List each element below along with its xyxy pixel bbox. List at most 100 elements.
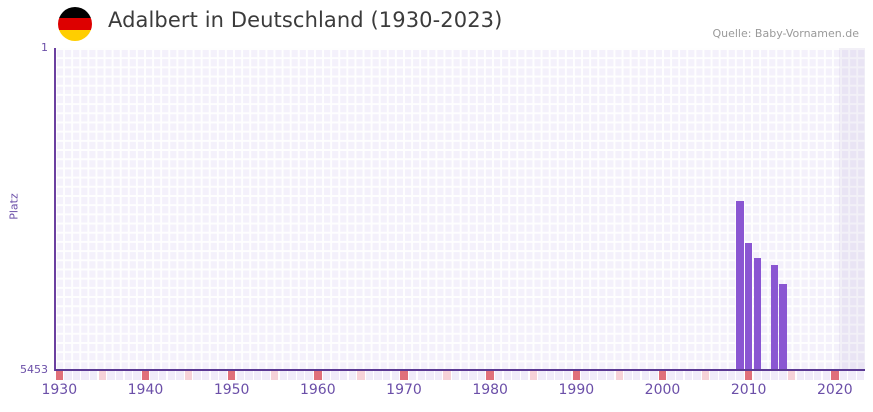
x-tick-1949	[219, 371, 227, 380]
x-tick-1978	[469, 371, 477, 380]
x-axis-label-1990: 1990	[558, 382, 595, 398]
x-tick-1943	[167, 371, 176, 380]
bar-2013[interactable]	[770, 265, 779, 370]
x-tick-1964	[348, 371, 356, 380]
x-axis-tick-marks	[55, 371, 865, 380]
x-tick-1991	[581, 371, 589, 380]
x-tick-1985	[529, 371, 537, 380]
x-tick-1993	[598, 371, 606, 380]
x-axis-label-2000: 2000	[644, 382, 681, 398]
x-tick-2011	[753, 371, 761, 380]
x-axis-label-1930: 1930	[41, 382, 78, 398]
x-tick-1981	[495, 371, 503, 380]
x-tick-1955	[271, 371, 279, 380]
x-tick-1934	[90, 371, 98, 380]
x-axis-label-1950: 1950	[213, 382, 250, 398]
x-tick-1932	[72, 371, 81, 380]
x-axis-label-2020: 2020	[817, 382, 853, 398]
y-axis-min-label: 5453	[20, 363, 48, 376]
x-tick-1980	[486, 371, 494, 380]
x-tick-1954	[262, 371, 270, 380]
x-tick-2003	[684, 371, 693, 380]
bar-2011[interactable]	[753, 257, 761, 370]
x-tick-1996	[624, 371, 632, 380]
plot-area	[55, 48, 865, 370]
x-tick-1995	[615, 371, 624, 380]
x-tick-1982	[503, 371, 512, 380]
chart-header: Adalbert in Deutschland (1930-2023) Quel…	[0, 0, 873, 46]
x-tick-1935	[98, 371, 107, 380]
x-tick-2019	[822, 371, 830, 380]
x-tick-1956	[279, 371, 288, 380]
x-tick-1940	[141, 371, 150, 380]
forecast-band	[839, 48, 865, 370]
bar-2014[interactable]	[779, 283, 787, 370]
x-tick-2012	[762, 371, 770, 380]
x-tick-2021	[839, 371, 848, 380]
x-tick-2020	[831, 371, 839, 380]
x-tick-2008	[727, 371, 736, 380]
x-tick-2007	[719, 371, 727, 380]
x-tick-1941	[150, 371, 158, 380]
x-tick-1984	[520, 371, 529, 380]
x-tick-1942	[159, 371, 167, 380]
x-tick-1990	[572, 371, 581, 380]
x-tick-2014	[779, 371, 787, 380]
flag-band-red	[58, 18, 92, 30]
chart-title: Adalbert in Deutschland (1930-2023)	[108, 8, 503, 32]
x-tick-1937	[115, 371, 124, 380]
x-tick-1992	[589, 371, 598, 380]
x-tick-1958	[296, 371, 305, 380]
x-tick-2016	[796, 371, 805, 380]
x-tick-1951	[236, 371, 244, 380]
x-tick-1975	[443, 371, 451, 380]
x-tick-1971	[408, 371, 417, 380]
x-tick-1966	[365, 371, 374, 380]
x-tick-1933	[81, 371, 89, 380]
x-tick-1994	[607, 371, 615, 380]
x-tick-1953	[253, 371, 262, 380]
x-axis-labels: 1930 1940 1950 1960 1970 1980 1990 2000 2010 2020	[0, 382, 873, 406]
x-tick-1931	[64, 371, 72, 380]
x-axis-label-1970: 1970	[386, 382, 422, 398]
x-tick-1930	[55, 371, 63, 380]
x-tick-2009	[736, 371, 744, 380]
x-tick-1976	[451, 371, 460, 380]
x-tick-1979	[477, 371, 486, 380]
x-tick-1963	[339, 371, 348, 380]
x-tick-1973	[426, 371, 434, 380]
german-flag-icon	[58, 7, 92, 41]
x-tick-1952	[245, 371, 253, 380]
x-tick-1944	[176, 371, 184, 380]
y-axis-title: Platz	[7, 193, 21, 220]
x-tick-2017	[805, 371, 813, 380]
x-tick-2002	[676, 371, 684, 380]
x-tick-1962	[331, 371, 339, 380]
x-axis-label-1940: 1940	[127, 382, 164, 398]
x-axis-label-2010: 2010	[730, 382, 767, 398]
x-tick-2013	[770, 371, 779, 380]
x-axis-label-1960: 1960	[299, 382, 336, 398]
bar-2010[interactable]	[744, 242, 753, 370]
x-tick-1965	[357, 371, 365, 380]
x-tick-2006	[710, 371, 718, 380]
x-tick-1983	[512, 371, 520, 380]
x-tick-1947	[202, 371, 210, 380]
x-tick-1938	[124, 371, 132, 380]
flag-band-gold	[58, 29, 92, 41]
x-axis-label-1980: 1980	[472, 382, 508, 398]
x-tick-2001	[667, 371, 675, 380]
x-tick-1948	[210, 371, 219, 380]
x-tick-1939	[133, 371, 141, 380]
x-tick-1977	[460, 371, 468, 380]
x-tick-1970	[400, 371, 408, 380]
x-tick-1936	[107, 371, 115, 380]
x-tick-1974	[434, 371, 443, 380]
x-tick-1967	[374, 371, 382, 380]
x-tick-1999	[650, 371, 658, 380]
x-tick-1987	[546, 371, 555, 380]
source-attribution: Quelle: Baby-Vornamen.de	[712, 27, 859, 40]
x-tick-2010	[744, 371, 753, 380]
bar-2009[interactable]	[736, 200, 744, 370]
